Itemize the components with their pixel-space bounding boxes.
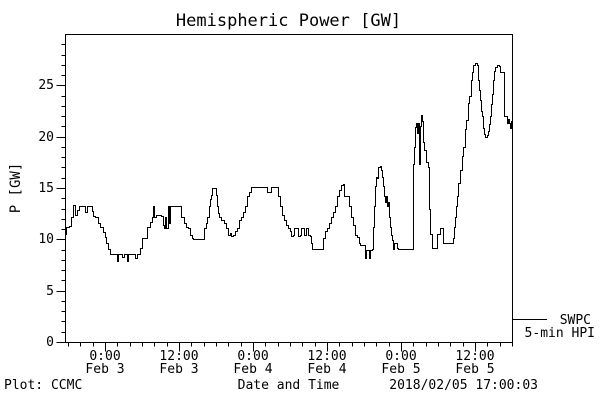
- y-tick-label: 10: [38, 232, 54, 247]
- x-tick-time-label: 0:00: [385, 349, 416, 364]
- x-tick-date-label: Feb 4: [233, 362, 272, 377]
- x-tick-date-label: Feb 3: [85, 362, 124, 377]
- x-tick-time-label: 0:00: [237, 349, 268, 364]
- y-tick-label: 5: [46, 284, 54, 299]
- hpi-line: [65, 63, 513, 262]
- legend-product-label: 5-min HPI: [524, 326, 595, 341]
- y-tick-label: 15: [38, 181, 54, 196]
- x-tick-time-label: 12:00: [455, 349, 494, 364]
- x-tick-date-label: Feb 4: [307, 362, 346, 377]
- x-tick-time-label: 12:00: [159, 349, 198, 364]
- x-tick-date-label: Feb 5: [381, 362, 420, 377]
- data-series-line: [65, 63, 513, 262]
- legend-source-label: SWPC: [559, 313, 591, 328]
- x-tick-date-label: Feb 5: [455, 362, 494, 377]
- plot-frame: [65, 34, 513, 343]
- y-tick-label: 0: [46, 335, 54, 350]
- y-tick-label: 25: [38, 78, 54, 93]
- y-tick-label: 20: [38, 130, 54, 145]
- plot-credit: Plot: CCMC: [4, 378, 83, 393]
- x-tick-time-label: 12:00: [307, 349, 346, 364]
- x-tick-date-label: Feb 3: [159, 362, 198, 377]
- chart-title: Hemispheric Power [GW]: [175, 11, 402, 31]
- axes-and-ticks: [56, 34, 513, 352]
- x-axis-label: Date and Time: [237, 378, 340, 393]
- x-tick-time-label: 0:00: [89, 349, 120, 364]
- plot-timestamp: 2018/02/05 17:00:03: [389, 378, 538, 393]
